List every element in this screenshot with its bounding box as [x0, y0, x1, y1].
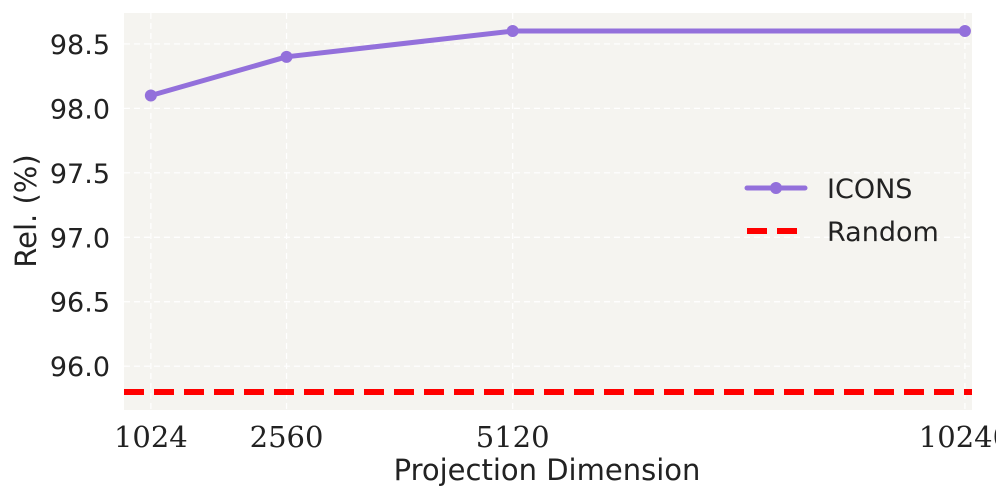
plot-area [124, 13, 972, 410]
data-point-icons [280, 50, 293, 63]
series-layer [124, 25, 972, 395]
y-axis-label: Rel. (%) [9, 154, 43, 267]
grid [124, 13, 972, 410]
legend-marker-icons [770, 182, 782, 194]
x-tick-label: 10240 [919, 420, 996, 454]
legend-label-icons: ICONS [827, 174, 912, 205]
x-axis-ticks: 1024 2560 5120 10240 [114, 420, 996, 454]
y-tick-label: 98.0 [50, 94, 110, 125]
x-tick-label: 5120 [476, 420, 550, 454]
y-tick-label: 98.5 [50, 30, 110, 61]
y-tick-label: 97.0 [50, 223, 110, 254]
legend-label-random: Random [827, 217, 939, 248]
series-line-icons [148, 28, 968, 98]
legend: ICONS Random [744, 174, 939, 248]
x-axis-label: Projection Dimension [394, 453, 701, 487]
data-point-icons [506, 25, 519, 38]
y-axis-ticks: 96.0 96.5 97.0 97.5 98.0 98.5 [50, 30, 110, 383]
x-tick-label: 1024 [114, 420, 188, 454]
data-point-icons [958, 25, 971, 38]
y-tick-label: 97.5 [50, 159, 110, 190]
data-point-icons [144, 89, 157, 102]
x-tick-label: 2560 [250, 420, 324, 454]
y-tick-label: 96.5 [50, 288, 110, 319]
y-tick-label: 96.0 [50, 352, 110, 383]
